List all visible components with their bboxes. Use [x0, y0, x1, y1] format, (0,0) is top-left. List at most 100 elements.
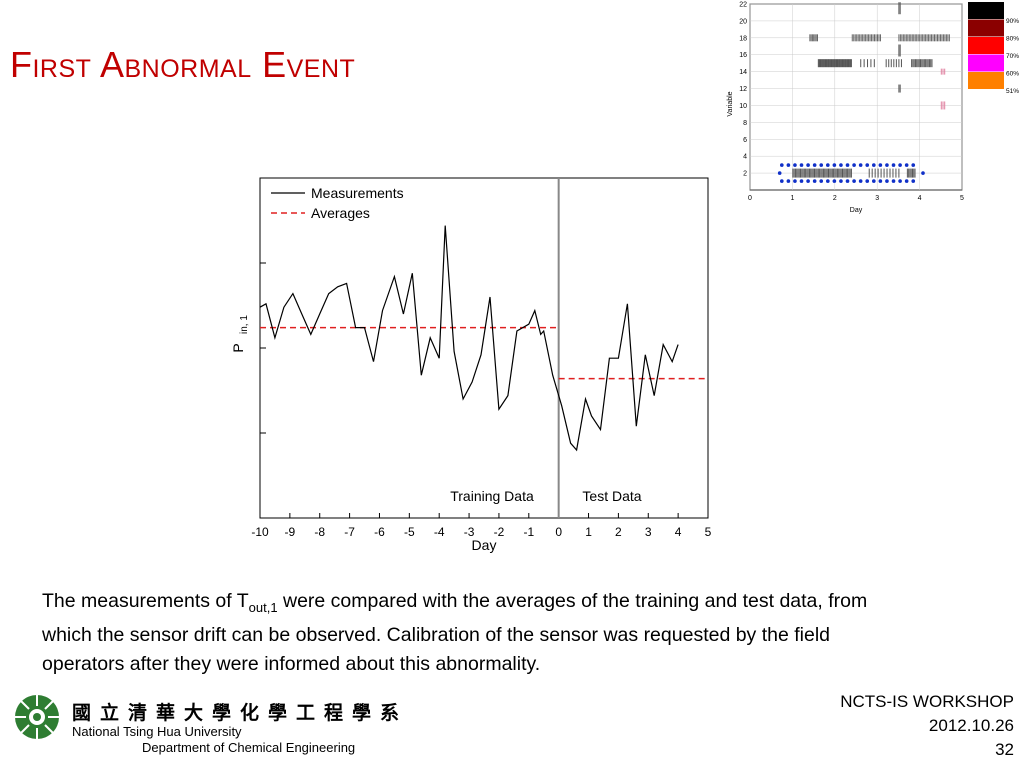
- inset-event-bar: [942, 68, 944, 75]
- inset-event-bar: [923, 34, 925, 42]
- x-tick-label: -9: [285, 525, 296, 539]
- y-axis-label: P in, 1: [230, 315, 250, 353]
- inset-event-bar: [849, 168, 851, 178]
- inset-event-bar: [940, 68, 942, 75]
- inset-event-bar: [851, 34, 853, 42]
- inset-event-bar: [917, 34, 919, 42]
- inset-legend-swatch: [968, 72, 1004, 89]
- inset-event-bar: [913, 59, 915, 68]
- inset-event-bar: [898, 168, 900, 178]
- inset-event-bar: [814, 34, 816, 42]
- inset-event-bar: [934, 34, 936, 42]
- inset-event-bar: [913, 168, 915, 178]
- inset-event-bar: [906, 168, 908, 178]
- inset-event-bar: [889, 168, 891, 178]
- inset-event-bar: [925, 34, 927, 42]
- inset-event-bar: [935, 34, 937, 42]
- inset-event-bar: [866, 34, 868, 42]
- inset-event-bar: [869, 34, 871, 42]
- inset-event-bar: [846, 59, 848, 68]
- inset-highlight-dot: [878, 179, 883, 183]
- inset-event-bar: [874, 168, 876, 178]
- inset-event-bar: [850, 59, 852, 68]
- inset-y-tick-label: 18: [739, 35, 747, 42]
- inset-event-bar: [793, 168, 795, 178]
- inset-event-bar: [942, 101, 944, 110]
- inset-event-bar: [892, 168, 894, 178]
- inset-event-bar: [940, 101, 942, 110]
- department-name: Department of Chemical Engineering: [142, 740, 356, 755]
- inset-y-tick-label: 22: [739, 2, 747, 9]
- plot-frame: [259, 177, 709, 519]
- inset-event-bar: [842, 59, 844, 68]
- inset-event-bar: [921, 59, 923, 68]
- inset-highlight-dot: [878, 163, 883, 167]
- inset-event-bar: [838, 59, 840, 68]
- inset-highlight-dot: [793, 179, 797, 183]
- inset-event-bar: [817, 59, 819, 68]
- inset-event-bar: [810, 34, 812, 42]
- inset-event-bar: [930, 59, 932, 68]
- y-axis-label-main: P: [230, 343, 246, 352]
- inset-event-bar: [907, 34, 909, 42]
- inset-event-bar: [836, 59, 838, 68]
- inset-event-bar: [806, 168, 808, 178]
- inset-event-bar: [832, 59, 834, 68]
- x-tick-label: -8: [314, 525, 325, 539]
- inset-event-bar: [830, 168, 832, 178]
- inset-event-bar: [860, 59, 862, 68]
- inset-highlight-dot: [777, 171, 782, 175]
- description-text-end: were compared with the averages of the t…: [42, 589, 868, 676]
- inset-event-bar: [826, 59, 828, 68]
- inset-event-bar: [914, 168, 916, 178]
- inset-legend: 90% 80% 70% 60% 51%: [968, 2, 1019, 95]
- inset-x-axis-label: Day: [850, 207, 863, 214]
- inset-highlight-dot: [852, 179, 856, 183]
- inset-event-bar: [810, 168, 812, 178]
- inset-event-bar: [898, 84, 900, 93]
- inset-event-bar: [872, 34, 874, 42]
- inset-event-bar: [898, 59, 900, 68]
- inset-event-bar: [942, 34, 944, 42]
- inset-event-bar: [926, 34, 928, 42]
- inset-event-bar: [913, 34, 915, 42]
- inset-highlight-dot: [904, 163, 909, 167]
- inset-x-tick-label: 0: [748, 195, 752, 202]
- inset-highlight-dot: [786, 179, 791, 183]
- inset-event-bar: [857, 34, 859, 42]
- slide-description: The measurements of Tout,1 were compared…: [42, 587, 892, 680]
- inset-event-bar: [899, 84, 901, 93]
- inset-event-bar: [840, 168, 842, 178]
- inset-event-bar: [859, 34, 861, 42]
- inset-event-bar: [828, 59, 830, 68]
- inset-event-bar: [931, 34, 933, 42]
- inset-event-bar: [893, 59, 895, 68]
- inset-event-bar: [944, 34, 946, 42]
- inset-event-bar: [830, 59, 832, 68]
- x-tick-label: 5: [705, 525, 712, 539]
- inset-event-bar: [843, 168, 845, 178]
- inset-highlight-dot: [891, 179, 896, 183]
- legend-measurements-label: Measurements: [311, 185, 404, 201]
- inset-event-bar: [844, 59, 846, 68]
- inset-highlight-dot: [898, 179, 902, 183]
- inset-y-tick-label: 2: [743, 171, 747, 178]
- inset-highlight-dot: [819, 163, 824, 167]
- inset-event-bar: [899, 34, 901, 42]
- x-axis-label: Day: [472, 537, 497, 553]
- inset-event-bar: [944, 68, 946, 75]
- inset-event-bar: [920, 34, 922, 42]
- inset-event-bar: [824, 59, 826, 68]
- inset-event-bar: [947, 34, 949, 42]
- inset-event-bar: [824, 168, 826, 178]
- training-data-label: Training Data: [450, 488, 534, 504]
- inset-event-bar: [863, 34, 865, 42]
- inset-legend-label: 90%: [1006, 18, 1019, 25]
- inset-event-bar: [878, 34, 880, 42]
- inset-event-bar: [848, 59, 850, 68]
- inset-event-bar: [834, 59, 836, 68]
- measurements-series: [259, 225, 679, 452]
- inset-highlight-dot: [852, 163, 856, 167]
- inset-y-tick-label: 10: [739, 103, 747, 110]
